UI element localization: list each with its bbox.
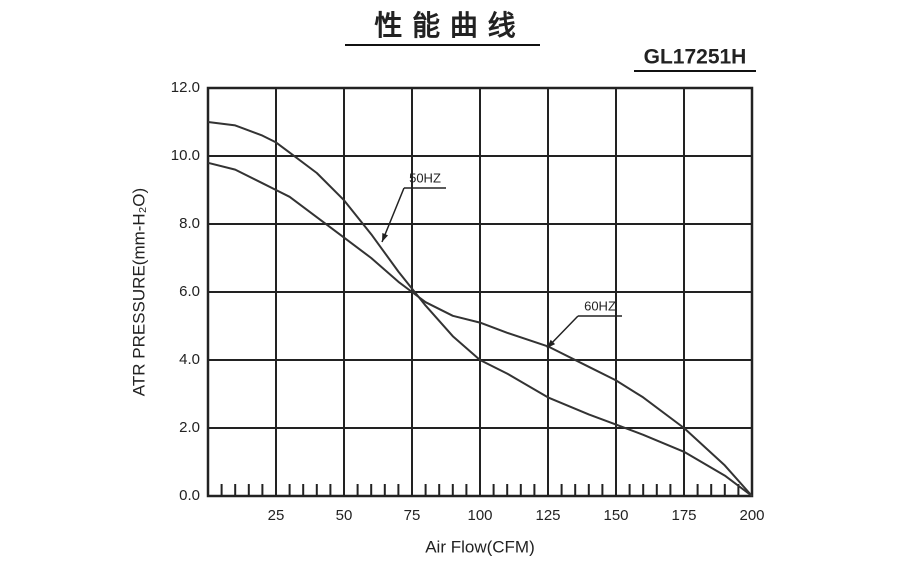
- x-tick-label: 125: [535, 507, 560, 524]
- callout-arrow: [381, 187, 405, 243]
- y-tick-label: 0.0: [179, 487, 200, 504]
- x-tick-label: 150: [603, 507, 628, 524]
- series-line: [207, 121, 753, 497]
- arrow-head: [547, 339, 556, 348]
- series-label: 60HZ: [584, 298, 616, 313]
- chart-title: 性 能 曲 线: [374, 9, 515, 42]
- y-tick-label: 8.0: [179, 215, 200, 232]
- x-tick-label: 200: [739, 507, 764, 524]
- model-label: GL17251H: [644, 46, 747, 69]
- y-tick-label: 2.0: [179, 419, 200, 436]
- x-tick-label: 175: [671, 507, 696, 524]
- y-tick-label: 10.0: [171, 147, 200, 164]
- y-tick-label: 12.0: [171, 79, 200, 96]
- x-tick-label: 75: [404, 507, 421, 524]
- x-tick-label: 50: [336, 507, 353, 524]
- x-tick-label: 100: [467, 507, 492, 524]
- x-axis-label: Air Flow(CFM): [425, 537, 535, 556]
- y-axis-label: ATR PRESSURE(mm-H₂O): [129, 188, 148, 396]
- x-tick-label: 25: [268, 507, 285, 524]
- series-line: [207, 161, 753, 497]
- series-label: 50HZ: [409, 170, 441, 185]
- arrow-head: [382, 233, 389, 242]
- y-tick-label: 4.0: [179, 351, 200, 368]
- y-tick-label: 6.0: [179, 283, 200, 300]
